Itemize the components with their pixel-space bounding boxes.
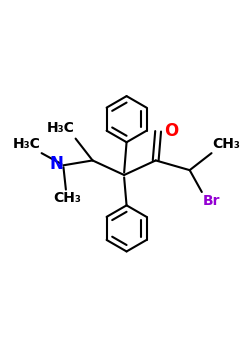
Text: O: O bbox=[164, 122, 178, 140]
Text: CH₃: CH₃ bbox=[53, 191, 81, 205]
Text: H₃C: H₃C bbox=[46, 121, 74, 135]
Text: N: N bbox=[50, 155, 64, 173]
Text: H₃C: H₃C bbox=[12, 137, 40, 151]
Text: Br: Br bbox=[203, 194, 220, 208]
Text: CH₃: CH₃ bbox=[213, 137, 240, 151]
